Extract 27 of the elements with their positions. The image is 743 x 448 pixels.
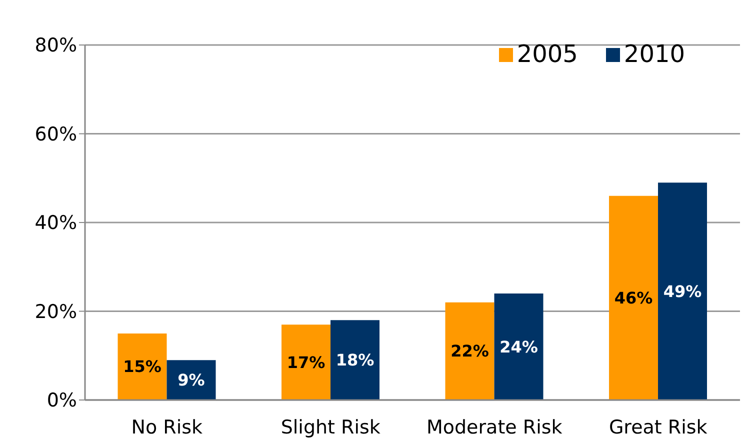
data-label: 24% (500, 337, 538, 356)
y-tick-label: 0% (46, 390, 77, 412)
bar (609, 196, 658, 400)
x-tick-label: Moderate Risk (426, 416, 562, 438)
y-tick-label: 40% (34, 212, 77, 234)
data-label: 9% (178, 370, 205, 390)
bar (658, 182, 707, 400)
y-tick-label: 60% (34, 123, 77, 146)
data-label: 22% (450, 342, 489, 361)
x-tick-label: No Risk (131, 416, 203, 438)
bar (118, 333, 167, 400)
y-tick-label: 80% (34, 34, 77, 57)
x-tick-label: Great Risk (608, 416, 708, 438)
data-label: 17% (286, 352, 326, 372)
data-label: 18% (336, 350, 374, 370)
data-label: 15% (123, 357, 162, 376)
bar (494, 294, 544, 400)
bar (282, 324, 330, 400)
y-tick-label: 20% (34, 300, 77, 323)
bar (445, 302, 494, 400)
data-label: 46% (614, 288, 653, 308)
legend-label: 2010 (624, 40, 685, 68)
legend-label: 2005 (516, 40, 578, 68)
bar (330, 320, 380, 400)
bar (166, 360, 216, 400)
x-tick-label: Slight Risk (280, 416, 380, 438)
data-label: 49% (663, 282, 702, 301)
